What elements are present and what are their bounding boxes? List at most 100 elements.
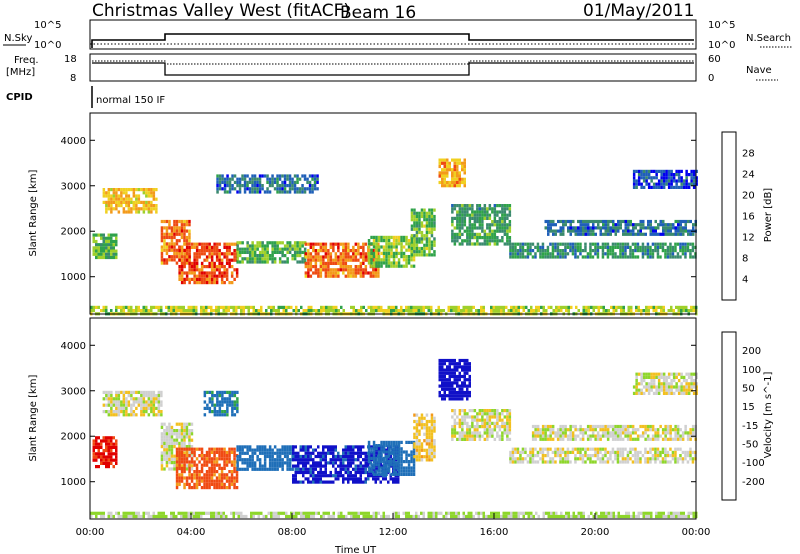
heatmap-cell	[203, 281, 206, 285]
heatmap-cell	[397, 453, 401, 457]
heatmap-cell	[582, 309, 585, 313]
heatmap-cell	[231, 406, 234, 410]
heatmap-cell	[624, 229, 627, 233]
heatmap-cell	[364, 454, 367, 459]
heatmap-cell	[160, 438, 164, 442]
heatmap-cell	[266, 467, 269, 471]
heatmap-cell	[624, 219, 627, 224]
heatmap-cell	[242, 309, 245, 313]
heatmap-cell	[147, 413, 151, 417]
heatmap-cell	[564, 457, 567, 461]
heatmap-cell	[300, 305, 303, 309]
heatmap-cell	[233, 268, 236, 272]
heatmap-cell	[517, 309, 520, 313]
heatmap-cell	[329, 245, 333, 249]
heatmap-cell	[310, 309, 313, 313]
heatmap-cell	[337, 268, 340, 272]
heatmap-cell	[514, 457, 517, 461]
heatmap-cell	[400, 463, 403, 467]
heatmap-cell	[97, 305, 100, 309]
heatmap-cell	[142, 394, 146, 398]
heatmap-cell	[498, 412, 502, 416]
heatmap-cell	[312, 242, 315, 246]
heatmap-cell	[256, 257, 259, 261]
heatmap-cell	[122, 305, 125, 309]
heatmap-cell	[679, 226, 682, 230]
heatmap-cell	[395, 472, 398, 476]
heatmap-cell	[629, 223, 632, 227]
heatmap-cell	[412, 309, 415, 313]
heatmap-cell	[241, 467, 244, 471]
heatmap-cell	[342, 261, 345, 265]
heatmap-cell	[302, 470, 305, 475]
heatmap-cell	[168, 448, 171, 452]
heatmap-cell	[215, 255, 219, 259]
heatmap-cell	[637, 179, 641, 183]
heatmap-cell	[198, 470, 201, 474]
heatmap-cell	[420, 208, 424, 212]
heatmap-cell	[495, 309, 498, 313]
heatmap-cell	[428, 451, 431, 456]
heatmap-cell	[423, 432, 426, 436]
heatmap-cell	[471, 409, 474, 413]
heatmap-cell	[594, 242, 597, 246]
heatmap-cell	[514, 252, 517, 256]
heatmap-cell	[342, 451, 345, 455]
heatmap-cell	[629, 232, 632, 236]
heatmap-cell	[463, 421, 467, 425]
heatmap-cell	[324, 255, 328, 259]
heatmap-cell	[175, 473, 179, 477]
heatmap-cell	[102, 252, 105, 256]
heatmap-cell	[677, 169, 681, 173]
heatmap-cell	[102, 452, 105, 456]
heatmap-cell	[635, 305, 638, 309]
heatmap-cell	[208, 400, 212, 404]
heatmap-cell	[669, 242, 672, 246]
heatmap-cell	[293, 174, 297, 178]
heatmap-cell	[420, 305, 423, 309]
heatmap-cell	[222, 309, 225, 313]
heatmap-cell	[612, 223, 615, 227]
heatmap-cell	[165, 451, 169, 455]
heatmap-cell	[120, 400, 123, 404]
heatmap-cell	[211, 410, 214, 414]
heatmap-cell	[473, 409, 477, 413]
heatmap-cell	[293, 254, 297, 258]
heatmap-cell	[418, 445, 421, 449]
heatmap-cell	[607, 309, 610, 313]
heatmap-cell	[115, 439, 118, 443]
heatmap-cell	[630, 309, 633, 313]
heatmap-cell	[537, 305, 540, 309]
heatmap-cell	[555, 305, 558, 309]
heatmap-cell	[183, 232, 186, 236]
heatmap-cell	[273, 187, 277, 191]
heatmap-cell	[307, 242, 310, 246]
heatmap-cell	[415, 419, 419, 424]
heatmap-cell	[362, 464, 365, 468]
heatmap-cell	[527, 309, 530, 313]
heatmap-cell	[277, 309, 280, 313]
heatmap-cell	[311, 187, 314, 191]
heatmap-cell	[425, 240, 429, 244]
heatmap-cell	[491, 412, 494, 416]
heatmap-cell	[347, 470, 350, 475]
heatmap-cell	[510, 305, 513, 309]
heatmap-cell	[322, 258, 325, 262]
heatmap-cell	[251, 458, 254, 462]
heatmap-cell	[337, 258, 340, 262]
heatmap-cell	[292, 451, 295, 455]
heatmap-cell	[183, 438, 186, 442]
heatmap-cell	[309, 454, 312, 459]
heatmap-cell	[375, 264, 378, 268]
heatmap-cell	[496, 431, 499, 435]
noise-tick-high: 10^5	[34, 20, 61, 31]
heatmap-cell	[397, 450, 401, 454]
heatmap-cell	[456, 378, 459, 382]
heatmap-cell	[433, 423, 436, 427]
heatmap-cell	[163, 457, 166, 461]
heatmap-cell	[536, 249, 540, 253]
heatmap-cell	[313, 184, 317, 188]
heatmap-cell	[286, 257, 289, 261]
heatmap-cell	[446, 384, 449, 388]
heatmap-cell	[312, 474, 315, 478]
